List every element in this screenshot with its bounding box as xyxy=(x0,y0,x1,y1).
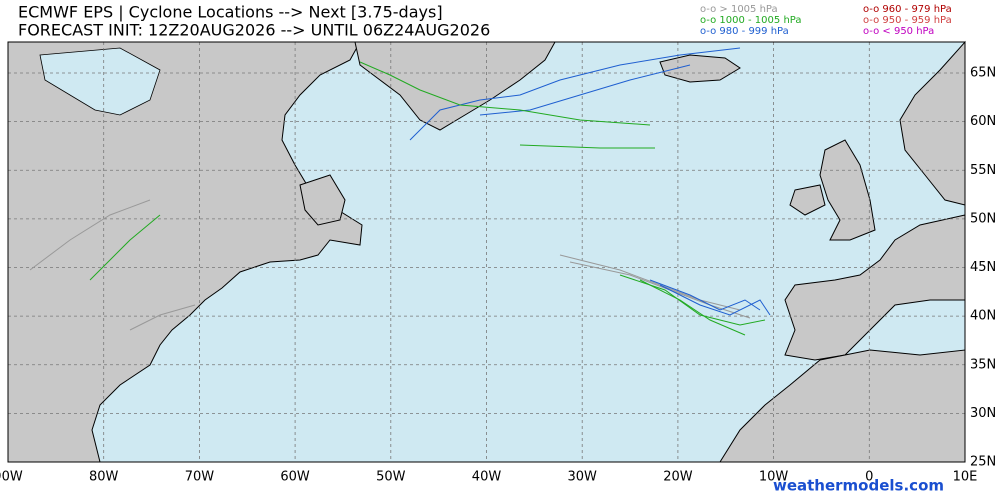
north-america xyxy=(7,41,363,463)
lat-label: 65N xyxy=(970,66,996,81)
europe xyxy=(784,214,966,361)
labels: ECMWF EPS | Cyclone Locations --> Next [… xyxy=(0,3,996,495)
lat-label: 45N xyxy=(970,260,996,275)
graticule xyxy=(7,41,966,463)
ireland xyxy=(789,184,826,216)
lon-label: 40W xyxy=(472,470,502,485)
legend-entry: o-o < 950 hPa xyxy=(863,26,934,37)
lon-label: 50W xyxy=(376,470,406,485)
lon-label: 0 xyxy=(865,470,873,485)
lon-label: 80W xyxy=(89,470,119,485)
lon-label: 60W xyxy=(280,470,310,485)
lat-label: 40N xyxy=(970,309,996,324)
track xyxy=(649,279,761,311)
track xyxy=(129,304,196,331)
scandinavia xyxy=(899,40,966,206)
map-frame xyxy=(7,41,966,463)
lat-label: 35N xyxy=(970,357,996,372)
track xyxy=(29,199,151,271)
legend-entry: o-o 950 - 959 hPa xyxy=(863,15,952,26)
watermark: weathermodels.com xyxy=(773,477,944,495)
track xyxy=(409,47,741,141)
lon-label: 90W xyxy=(0,470,23,485)
track xyxy=(659,284,771,316)
legend-entry: o-o > 1005 hPa xyxy=(700,4,778,15)
legend-entry: o-o 980 - 999 hPa xyxy=(700,26,789,37)
newfoundland xyxy=(299,174,346,226)
lon-label: 10W xyxy=(759,470,789,485)
track xyxy=(479,64,691,116)
track xyxy=(639,279,746,336)
hudson-bay xyxy=(39,47,161,116)
title-line: FORECAST INIT: 12Z20AUG2026 --> UNTIL 06… xyxy=(18,21,490,40)
lat-label: 25N xyxy=(970,455,996,470)
uk xyxy=(819,139,876,241)
track xyxy=(519,144,655,149)
land xyxy=(7,40,966,463)
track xyxy=(359,61,651,126)
lon-label: 10E xyxy=(953,470,978,485)
iceland xyxy=(659,54,741,83)
legend-entry: o-o 960 - 979 hPa xyxy=(863,4,952,15)
lat-label: 30N xyxy=(970,406,996,421)
lat-label: 55N xyxy=(970,163,996,178)
track xyxy=(89,214,161,281)
lon-label: 20W xyxy=(663,470,693,485)
lon-label: 30W xyxy=(567,470,597,485)
lat-label: 60N xyxy=(970,114,996,129)
lon-label: 70W xyxy=(185,470,215,485)
lat-label: 50N xyxy=(970,211,996,226)
legend-entry: o-o 1000 - 1005 hPa xyxy=(700,15,801,26)
title-line: ECMWF EPS | Cyclone Locations --> Next [… xyxy=(18,3,443,22)
greenland xyxy=(354,41,556,131)
cyclone-tracks xyxy=(29,47,771,336)
